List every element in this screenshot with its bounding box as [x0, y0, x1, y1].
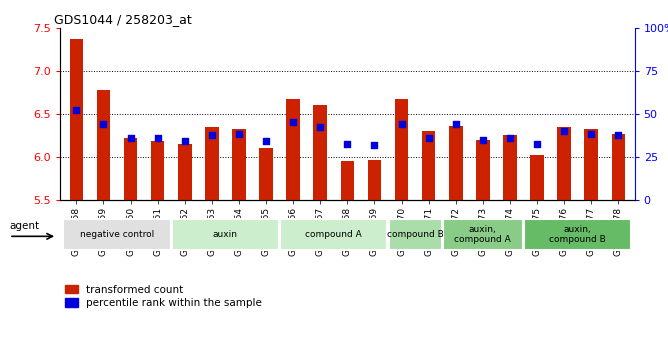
Point: [98, 121, 109, 127]
Bar: [557, 127, 571, 200]
Bar: [259, 148, 273, 200]
Point: [152, 135, 163, 141]
Bar: [443, 219, 523, 250]
Point: [586, 131, 597, 136]
Text: GDS1044 / 258203_at: GDS1044 / 258203_at: [54, 13, 192, 27]
Bar: [395, 99, 408, 200]
Bar: [232, 129, 246, 200]
Point: [315, 124, 325, 130]
Text: compound A: compound A: [305, 230, 362, 239]
Point: [71, 107, 81, 112]
Text: auxin,
compound A: auxin, compound A: [454, 225, 511, 244]
Point: [125, 135, 136, 141]
Point: [424, 135, 434, 141]
Bar: [341, 161, 354, 200]
Bar: [124, 138, 138, 200]
Bar: [69, 39, 83, 200]
Bar: [367, 160, 381, 200]
Point: [450, 121, 461, 127]
Bar: [389, 219, 442, 250]
Text: negative control: negative control: [80, 230, 154, 239]
Bar: [205, 127, 218, 200]
Bar: [313, 105, 327, 200]
Point: [288, 120, 299, 125]
Bar: [172, 219, 279, 250]
Text: compound B: compound B: [387, 230, 444, 239]
Text: agent: agent: [9, 221, 39, 231]
Bar: [151, 141, 164, 200]
Bar: [612, 134, 625, 200]
Text: auxin: auxin: [213, 230, 238, 239]
Point: [532, 141, 542, 147]
Point: [234, 131, 244, 136]
Point: [206, 133, 217, 138]
Point: [180, 139, 190, 144]
Bar: [422, 131, 436, 200]
Point: [369, 142, 380, 148]
Bar: [178, 144, 192, 200]
Bar: [503, 135, 517, 200]
Bar: [476, 140, 490, 200]
Text: auxin,
compound B: auxin, compound B: [549, 225, 606, 244]
Point: [478, 137, 488, 142]
Point: [342, 141, 353, 147]
Point: [504, 135, 515, 141]
Point: [261, 139, 271, 144]
Bar: [524, 219, 631, 250]
Bar: [449, 126, 462, 200]
Bar: [530, 155, 544, 200]
Legend: transformed count, percentile rank within the sample: transformed count, percentile rank withi…: [65, 285, 262, 308]
Point: [613, 133, 624, 138]
Point: [559, 128, 570, 134]
Bar: [287, 99, 300, 200]
Bar: [97, 90, 110, 200]
Bar: [280, 219, 387, 250]
Point: [396, 121, 407, 127]
Bar: [584, 129, 598, 200]
Bar: [63, 219, 171, 250]
